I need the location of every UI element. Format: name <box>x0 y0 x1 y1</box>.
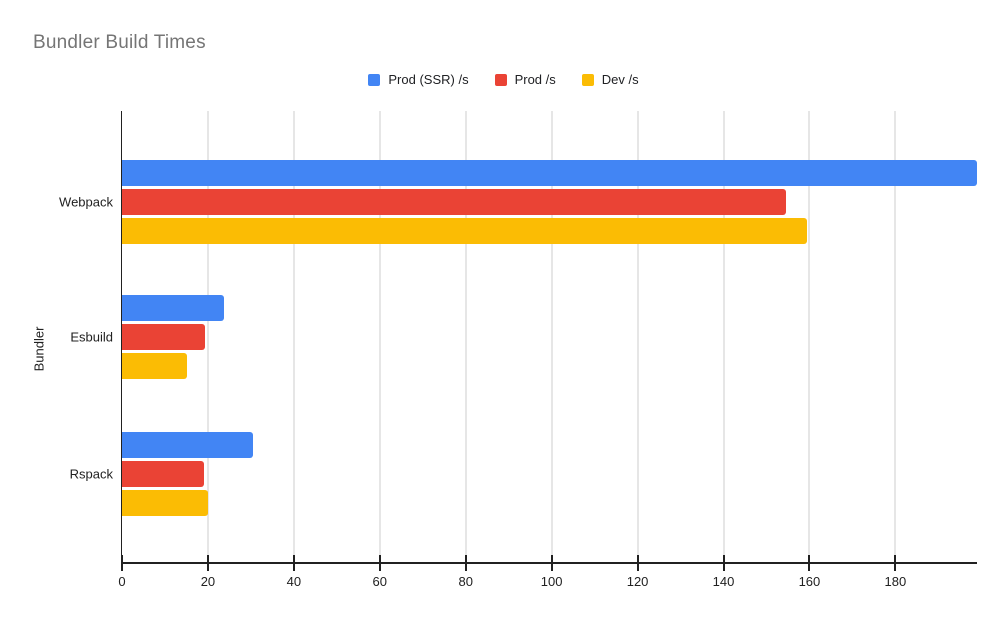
x-axis-tick-label: 160 <box>798 574 821 589</box>
chart-title: Bundler Build Times <box>33 32 206 53</box>
legend-item: Prod /s <box>494 72 556 87</box>
legend-swatch-icon <box>581 73 594 86</box>
gridline <box>551 111 553 562</box>
x-axis-tick-label: 60 <box>372 574 388 589</box>
x-axis-tick <box>550 555 553 571</box>
gridline <box>723 111 724 562</box>
bar <box>122 160 977 186</box>
bar <box>122 324 205 350</box>
category-label: Rspack <box>69 466 113 482</box>
x-axis-tick <box>378 555 381 571</box>
x-axis-tick-label: 40 <box>286 574 302 589</box>
gridline <box>894 111 896 562</box>
gridline <box>207 111 209 562</box>
legend-item: Dev /s <box>581 72 639 87</box>
x-axis-tick <box>464 555 467 571</box>
plot-area: 0 20 40 60 80 100 120 140 160 180 <box>118 111 977 589</box>
bar <box>122 432 254 458</box>
gridline <box>637 111 639 562</box>
bar <box>122 461 205 487</box>
gridline <box>379 111 381 562</box>
bar <box>122 189 786 215</box>
legend-label: Prod /s <box>514 72 556 87</box>
bar <box>122 295 224 321</box>
legend-swatch-icon <box>494 73 507 86</box>
category-label: Webpack <box>59 194 113 210</box>
x-axis-tick <box>206 555 209 571</box>
legend-item: Prod (SSR) /s <box>368 72 469 87</box>
category-label: Esbuild <box>70 329 113 345</box>
x-axis-tick <box>722 555 725 571</box>
legend: Prod (SSR) /s Prod /s Dev /s <box>0 72 1007 87</box>
legend-swatch-icon <box>368 73 381 86</box>
bar <box>122 218 808 244</box>
x-axis-tick-label: 180 <box>884 574 907 589</box>
x-axis-tick <box>121 555 123 571</box>
x-axis-tick-label: 100 <box>540 574 563 589</box>
x-axis-tick-label: 0 <box>118 574 126 589</box>
x-axis-tick-label: 140 <box>712 574 735 589</box>
bar <box>122 490 208 516</box>
gridline <box>808 111 810 562</box>
x-axis-tick <box>894 555 897 571</box>
legend-label: Prod (SSR) /s <box>388 72 469 87</box>
bar <box>122 353 187 379</box>
x-axis-tick <box>808 555 811 571</box>
x-axis-tick <box>292 555 295 571</box>
gridline <box>293 111 295 562</box>
x-axis-tick <box>636 555 639 571</box>
legend-label: Dev /s <box>601 72 639 87</box>
x-axis-tick-label: 120 <box>626 574 649 589</box>
x-axis-tick-label: 80 <box>458 574 473 589</box>
x-axis-tick-label: 20 <box>200 574 216 589</box>
gridline <box>465 111 467 562</box>
